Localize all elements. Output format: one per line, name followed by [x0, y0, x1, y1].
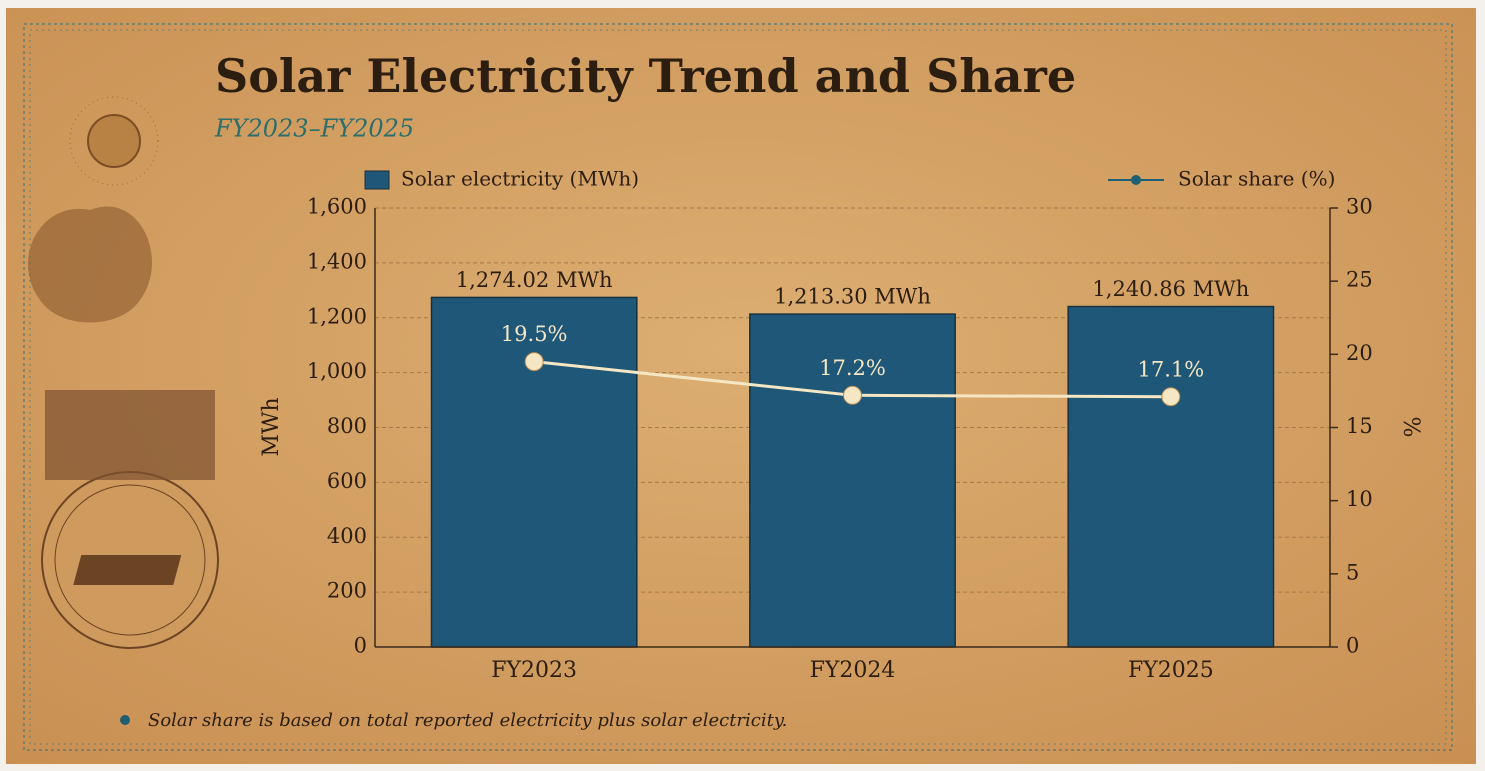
y-tick-label: 200 [327, 579, 367, 603]
line-marker [843, 385, 862, 405]
y-tick-label: 800 [327, 414, 367, 438]
bar [1067, 305, 1275, 648]
y-tick-label: 1,600 [307, 195, 367, 219]
bar-value-label: 1,213.30 MWh [774, 285, 931, 309]
bar [749, 313, 956, 648]
y2-tick-label: 10 [1346, 487, 1373, 511]
line-value-label: 17.2% [819, 356, 886, 380]
bar-value-label: 1,240.86 MWh [1092, 277, 1249, 301]
legend-label: Solar share (%) [1178, 167, 1335, 191]
footnote-bullet [120, 715, 130, 725]
chart-subtitle: FY2023–FY2025 [214, 115, 414, 143]
x-tick-label: FY2024 [810, 658, 896, 683]
y2-axis-label: % [1398, 417, 1423, 438]
legend-label: Solar electricity (MWh) [401, 167, 639, 191]
y2-tick-label: 15 [1346, 414, 1373, 438]
x-tick-label: FY2023 [491, 658, 577, 683]
y2-tick-label: 25 [1346, 268, 1373, 292]
bar [430, 296, 638, 648]
line-value-label: 17.1% [1137, 357, 1204, 381]
line-value-label: 19.5% [501, 322, 568, 346]
y2-tick-label: 20 [1346, 341, 1373, 365]
line-marker [524, 352, 544, 372]
y-axis-label: MWh [259, 397, 284, 456]
y-tick-label: 0 [354, 634, 367, 658]
y-tick-label: 1,400 [307, 249, 367, 273]
y2-tick-label: 0 [1346, 634, 1359, 658]
frame [23, 23, 1453, 751]
y2-tick-label: 5 [1346, 560, 1359, 584]
legend-marker [1131, 175, 1141, 185]
decor-sun [69, 96, 159, 186]
frame-inner [29, 29, 1447, 745]
footnote: Solar share is based on total reported e… [148, 710, 787, 731]
y2-tick-label: 30 [1346, 195, 1373, 219]
y-tick-label: 1,000 [307, 359, 367, 383]
chart-title: Solar Electricity Trend and Share [215, 49, 1076, 103]
legend-swatch [364, 170, 390, 190]
decor-emblem [28, 206, 219, 649]
y-tick-label: 1,200 [307, 304, 367, 328]
line-marker [1161, 387, 1181, 407]
y-tick-label: 400 [327, 524, 367, 548]
x-tick-label: FY2025 [1128, 658, 1214, 683]
bar-value-label: 1,274.02 MWh [456, 268, 613, 292]
y-tick-label: 600 [327, 469, 367, 493]
